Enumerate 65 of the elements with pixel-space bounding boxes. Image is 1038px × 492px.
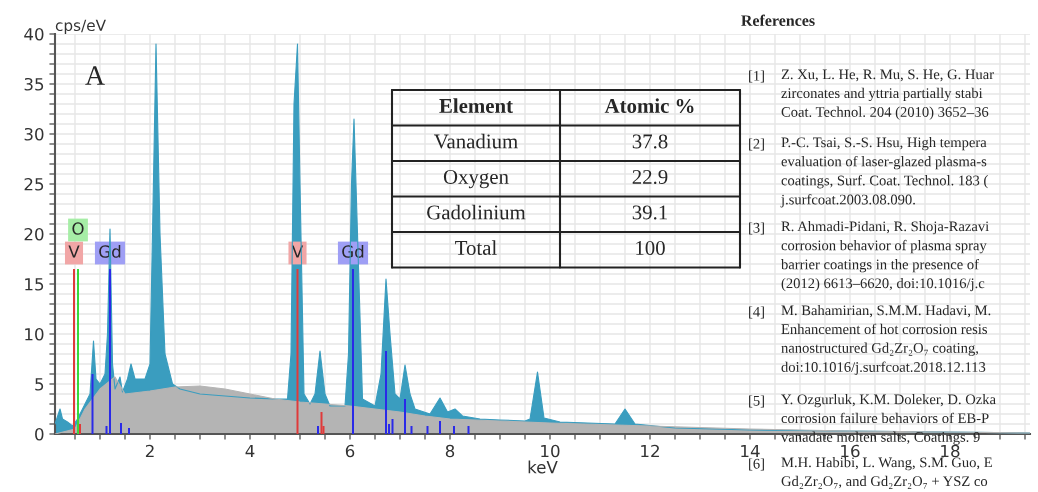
x-tick-label: 14 [741, 444, 760, 458]
bar [128, 428, 130, 434]
y-axis-title: cps/eV [55, 19, 106, 34]
bar [73, 269, 75, 434]
bar [109, 269, 111, 434]
bar [453, 426, 455, 434]
annotation: P.-C. Tsai, S.-S. Hsu, High tempera evaluation of laser-glazed plasma-s coatings, Surf. Coat. Technol. 183 ( j.surfcoat.2003.08.090. [780, 137, 988, 208]
x-tick-label: 8 [445, 444, 455, 458]
annotation: Z. Xu, L. He, R. Mu, S. He, G. Huar zirconates and yttria partially stabi Coat. Technol. 204 (2010) 3652–36 [781, 69, 994, 120]
annotation: M. Bahamirian, S.M.M. Hadavi, M. Enhancement of hot corrosion resis nanostructured Gd₂Zr₂O₇ coating, doi:10.1016/j.surfcoat.2018.12.113 [781, 305, 991, 375]
text: References [741, 14, 815, 26]
bar [79, 424, 81, 434]
bar [426, 426, 429, 434]
bar [352, 269, 354, 434]
bar [467, 426, 470, 434]
bar [385, 351, 387, 434]
annotation: 22.9 [632, 169, 668, 185]
y-tick-label: 15 [25, 278, 44, 291]
bar [439, 421, 441, 434]
annotation: A [85, 66, 105, 85]
bar [410, 426, 413, 434]
y-tick-label: 5 [35, 378, 44, 391]
x-tick-label: 10 [541, 444, 560, 458]
y-tick-label: 10 [25, 327, 44, 341]
annotation: Total [455, 240, 497, 255]
y-tick-label: 20 [24, 227, 44, 241]
bar [320, 412, 323, 434]
annotation: 39.1 [632, 205, 667, 220]
y-tick-label: 35 [24, 77, 44, 91]
bar [296, 269, 299, 434]
x-tick-label: 4 [245, 444, 255, 458]
annotation: Oxygen [443, 169, 509, 189]
bar [404, 399, 406, 434]
annotation: Element [439, 98, 513, 113]
bar [77, 269, 79, 434]
annotation: 37.8 [632, 134, 668, 149]
x-axis-title: keV [528, 460, 558, 474]
annotation: [5] [749, 395, 764, 408]
annotation: Atomic % [604, 98, 694, 114]
annotation: [4] [749, 306, 764, 319]
annotation: [1] [749, 70, 764, 83]
annotation: Vanadium [434, 133, 518, 149]
text: [6] [749, 458, 764, 471]
y-tick-label: 30 [24, 127, 44, 141]
bar [120, 423, 122, 434]
data-label: Gd [342, 244, 364, 258]
x-tick-label: 12 [641, 444, 659, 458]
bar [391, 419, 394, 434]
annotation: [2] [749, 138, 764, 151]
x-tick-label: 16 [841, 444, 860, 458]
annotation: 100 [636, 240, 665, 255]
annotation: Gadolinium [427, 204, 526, 220]
y-tick-label: 0 [35, 427, 44, 441]
y-tick-label: 25 [24, 177, 44, 191]
bar [91, 374, 94, 434]
data-label: V [68, 245, 80, 258]
annotation: [3] [749, 222, 764, 235]
annotation: R. Ahmadi-Pidani, R. Shoja-Razavi corrosion behavior of plasma spray barrier coatings in the presence of (2012) 6613–6620, doi:10.1016/j.c [781, 221, 989, 292]
x-tick-label: 6 [345, 444, 355, 458]
y-tick-label: 40 [24, 27, 44, 41]
text: M.H. Habibi, L. Wang, S.M. Guo, E Gd₂Zr₂O₇, and Gd₂Zr₂O₇ + YSZ co [781, 457, 992, 489]
data-label: O [72, 222, 84, 235]
bar [317, 426, 319, 434]
x-tick-label: 2 [145, 444, 154, 458]
x-tick-label: 18 [941, 444, 960, 458]
